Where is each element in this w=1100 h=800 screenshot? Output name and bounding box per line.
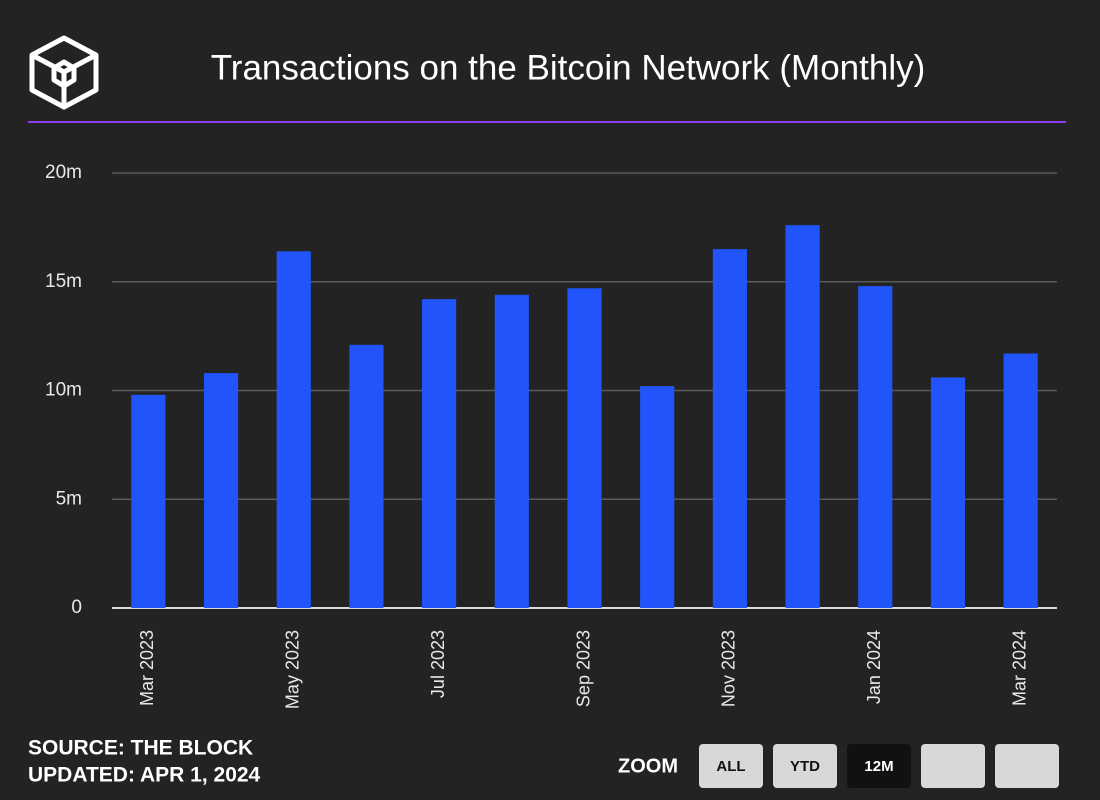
- y-tick-label: 10m: [45, 380, 82, 401]
- bar: [494, 294, 529, 608]
- bar: [785, 225, 820, 608]
- x-tick-label: Mar 2023: [137, 630, 157, 706]
- y-tick-label: 0: [71, 597, 82, 618]
- zoom-button[interactable]: [847, 744, 911, 788]
- y-tick-label: 20m: [45, 162, 82, 183]
- bar: [1003, 353, 1038, 608]
- x-tick-label: May 2023: [282, 630, 302, 709]
- bar: [131, 394, 166, 608]
- source: SOURCE: THE BLOCK: [28, 737, 253, 760]
- zoom-label: ZOOM: [618, 755, 678, 777]
- x-tick-label: Jan 2024: [864, 630, 884, 704]
- y-tick-label: 15m: [45, 271, 82, 292]
- bar: [567, 288, 602, 608]
- bar: [930, 377, 966, 608]
- x-tick-label: Jul 2023: [428, 630, 448, 698]
- bar: [712, 249, 747, 608]
- x-tick-label: Mar 2024: [1009, 630, 1029, 706]
- x-tick-label: Sep 2023: [573, 630, 593, 707]
- bar: [203, 373, 239, 608]
- y-tick-label: 5m: [56, 488, 82, 509]
- zoom-button[interactable]: [699, 744, 763, 788]
- zoom-button[interactable]: [773, 744, 837, 788]
- zoom-button-label[interactable]: ALL: [716, 758, 745, 775]
- bar: [349, 344, 384, 608]
- chart-title: Transactions on the Bitcoin Network (Mon…: [211, 48, 926, 87]
- bar: [640, 386, 675, 608]
- bar: [422, 299, 457, 608]
- updated: UPDATED: APR 1, 2024: [28, 764, 261, 787]
- zoom-button[interactable]: [921, 744, 985, 788]
- zoom-button-label[interactable]: YTD: [790, 758, 820, 775]
- bar: [276, 251, 311, 609]
- bar: [858, 286, 893, 608]
- zoom-button-label[interactable]: 12M: [864, 758, 893, 775]
- x-tick-label: Nov 2023: [719, 630, 739, 707]
- zoom-button[interactable]: [995, 744, 1059, 788]
- logo: [29, 35, 99, 110]
